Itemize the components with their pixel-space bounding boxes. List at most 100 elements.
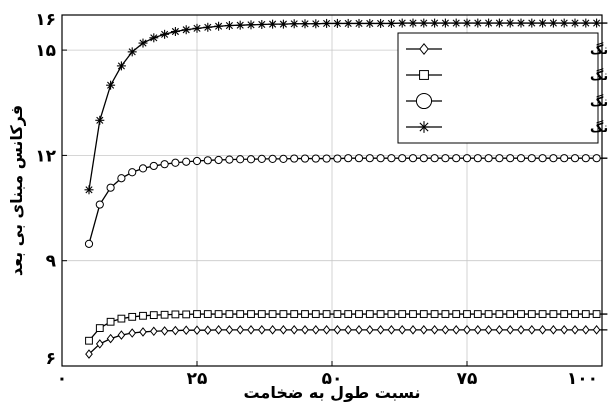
square-marker — [268, 310, 277, 318]
circle-marker — [311, 154, 320, 163]
square-marker — [409, 310, 417, 318]
asterisk-stroke — [85, 186, 93, 194]
asterisk-marker — [538, 18, 548, 28]
diamond-marker — [355, 325, 363, 335]
square-marker — [279, 310, 288, 318]
diamond-marker — [236, 325, 245, 335]
square-marker — [333, 310, 342, 318]
asterisk-marker — [527, 18, 537, 28]
square-marker — [355, 310, 363, 318]
asterisk-marker — [494, 18, 504, 28]
asterisk-stroke — [128, 48, 136, 56]
circle-marker — [398, 154, 407, 163]
asterisk-marker — [268, 19, 278, 29]
asterisk-stroke — [474, 19, 482, 27]
y-axis-title: فرکانس مبنای بی بعد — [7, 105, 26, 276]
asterisk-marker — [451, 18, 461, 28]
asterisk-stroke — [419, 122, 429, 132]
asterisk-stroke — [161, 30, 169, 38]
diamond-marker — [171, 325, 180, 336]
series-asterisk — [84, 18, 608, 195]
circle-marker — [473, 154, 482, 163]
circle-marker — [430, 154, 439, 163]
x-tick-label: ۷۵ — [457, 369, 478, 389]
square-marker — [560, 310, 569, 318]
asterisk-marker — [430, 18, 440, 28]
asterisk-marker — [289, 19, 299, 29]
legend: ۵ = نسبت مدول یانگ ۱۰ = نسبت مدول یانگ ۵۰ … — [397, 32, 609, 144]
square-marker — [419, 310, 428, 318]
asterisk-stroke — [485, 19, 493, 27]
asterisk-marker — [224, 21, 234, 31]
asterisk-stroke — [150, 34, 158, 42]
asterisk-stroke — [333, 19, 341, 27]
asterisk-stroke — [593, 19, 601, 27]
circle-marker — [192, 156, 202, 166]
asterisk-stroke — [452, 19, 460, 27]
diamond-marker — [484, 325, 493, 335]
circle-marker — [106, 183, 115, 192]
legend-label: ۱۰۰ = نسبت مدول یانگ — [590, 120, 609, 136]
asterisk-stroke — [171, 27, 179, 36]
asterisk-stroke — [441, 19, 449, 27]
diamond-marker — [365, 325, 374, 335]
circle-marker — [171, 158, 180, 167]
asterisk-marker — [418, 121, 430, 133]
asterisk-marker — [559, 18, 569, 28]
square-marker — [139, 311, 147, 320]
x-tick-label: ۵۰ — [322, 369, 343, 389]
circle-marker — [257, 154, 266, 164]
asterisk-marker — [462, 18, 472, 28]
y-tick-label: ۶ — [46, 349, 56, 369]
asterisk-marker — [192, 23, 202, 33]
square-marker — [214, 310, 223, 318]
asterisk-marker — [516, 18, 526, 28]
y-tick-label: ۱۲ — [35, 146, 56, 166]
diamond-marker — [495, 325, 504, 335]
asterisk-stroke — [409, 19, 417, 27]
square-marker — [376, 310, 385, 318]
asterisk-stroke — [366, 19, 374, 27]
y-tick-label: ۱۵ — [35, 41, 56, 61]
diamond-marker — [506, 325, 515, 335]
square-marker — [149, 311, 158, 320]
series-diamond — [85, 325, 608, 359]
legend-label: ۱۰ = نسبت مدول یانگ — [590, 68, 609, 84]
asterisk-stroke — [420, 19, 428, 27]
circle-marker — [441, 154, 450, 163]
x-axis-title: نسبت طول به ضخامت — [243, 383, 420, 402]
asterisk-stroke — [582, 19, 590, 27]
x-tick-label: ۱۰۰ — [567, 369, 598, 389]
diamond-marker — [139, 327, 147, 337]
diamond-marker — [473, 325, 482, 335]
asterisk-stroke — [355, 19, 363, 27]
circle-marker — [365, 154, 374, 163]
asterisk-marker — [440, 18, 450, 28]
series-circle — [84, 154, 608, 248]
diamond-marker — [311, 325, 320, 335]
diamond-marker — [376, 325, 385, 335]
square-marker — [225, 310, 234, 318]
asterisk-marker — [592, 18, 602, 28]
asterisk-stroke — [387, 19, 395, 27]
square-marker — [106, 317, 115, 326]
square-marker — [571, 310, 579, 318]
circle-marker — [95, 200, 104, 209]
square-marker — [236, 310, 245, 318]
diamond-marker — [387, 325, 396, 335]
square-marker — [484, 310, 493, 318]
asterisk-stroke — [571, 19, 579, 27]
asterisk-stroke — [215, 22, 223, 30]
legend-item-asterisk: ۱۰۰ = نسبت مدول یانگ — [406, 120, 609, 136]
circle-marker — [560, 154, 569, 163]
legend-label: ۵۰ = نسبت مدول یانگ — [590, 94, 609, 110]
circle-marker — [408, 154, 418, 163]
asterisk-stroke — [117, 62, 125, 70]
asterisk-marker — [214, 21, 224, 31]
diamond-marker — [419, 325, 428, 335]
circle-marker — [268, 154, 277, 164]
circle-marker — [236, 155, 245, 164]
square-marker — [117, 314, 126, 323]
circle-marker — [387, 154, 396, 163]
